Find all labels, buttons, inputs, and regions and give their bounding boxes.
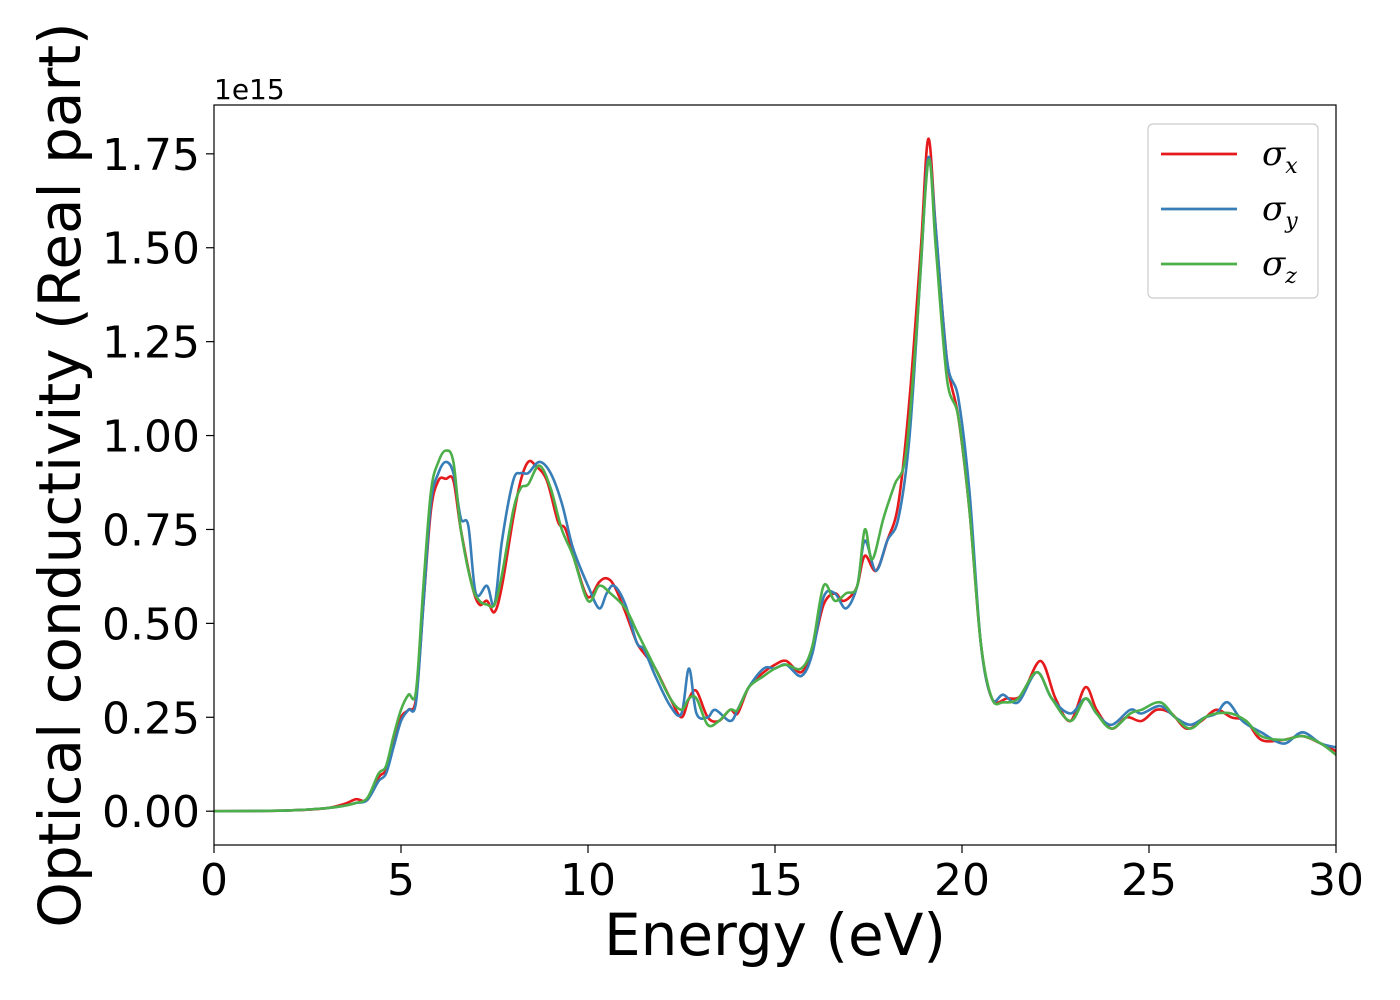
y-tick-label: 0.50 [102,599,200,650]
y-axis-title: Optical conductivity (Real part) [26,22,94,927]
x-tick-label: 5 [387,855,415,906]
y-tick-label: 0.25 [102,693,200,744]
y-tick-label: 0.75 [102,505,200,556]
plot-lines [214,137,1336,813]
y-tick-label: 1.50 [102,224,200,275]
legend-box [1147,123,1319,299]
y-tick-label: 1.25 [102,318,200,369]
x-tick-label: 30 [1308,855,1364,906]
x-tick-label: 15 [747,855,803,906]
y-tick-label: 1.75 [102,130,200,181]
y-axis: 0.00 0.25 0.50 0.75 1.00 1.25 1.50 1.75 [102,130,214,838]
x-axis-title: Energy (eV) [604,901,946,969]
x-axis: 0 5 10 15 20 25 30 [200,845,1364,906]
series-line-sigma-z [214,158,1336,813]
y-axis-offset-label: 1e15 [214,73,285,106]
x-tick-label: 25 [1121,855,1177,906]
y-tick-label: 1.00 [102,412,200,463]
x-tick-label: 10 [560,855,616,906]
x-tick-label: 0 [200,855,228,906]
y-tick-label: 0.00 [102,787,200,838]
x-tick-label: 20 [934,855,990,906]
